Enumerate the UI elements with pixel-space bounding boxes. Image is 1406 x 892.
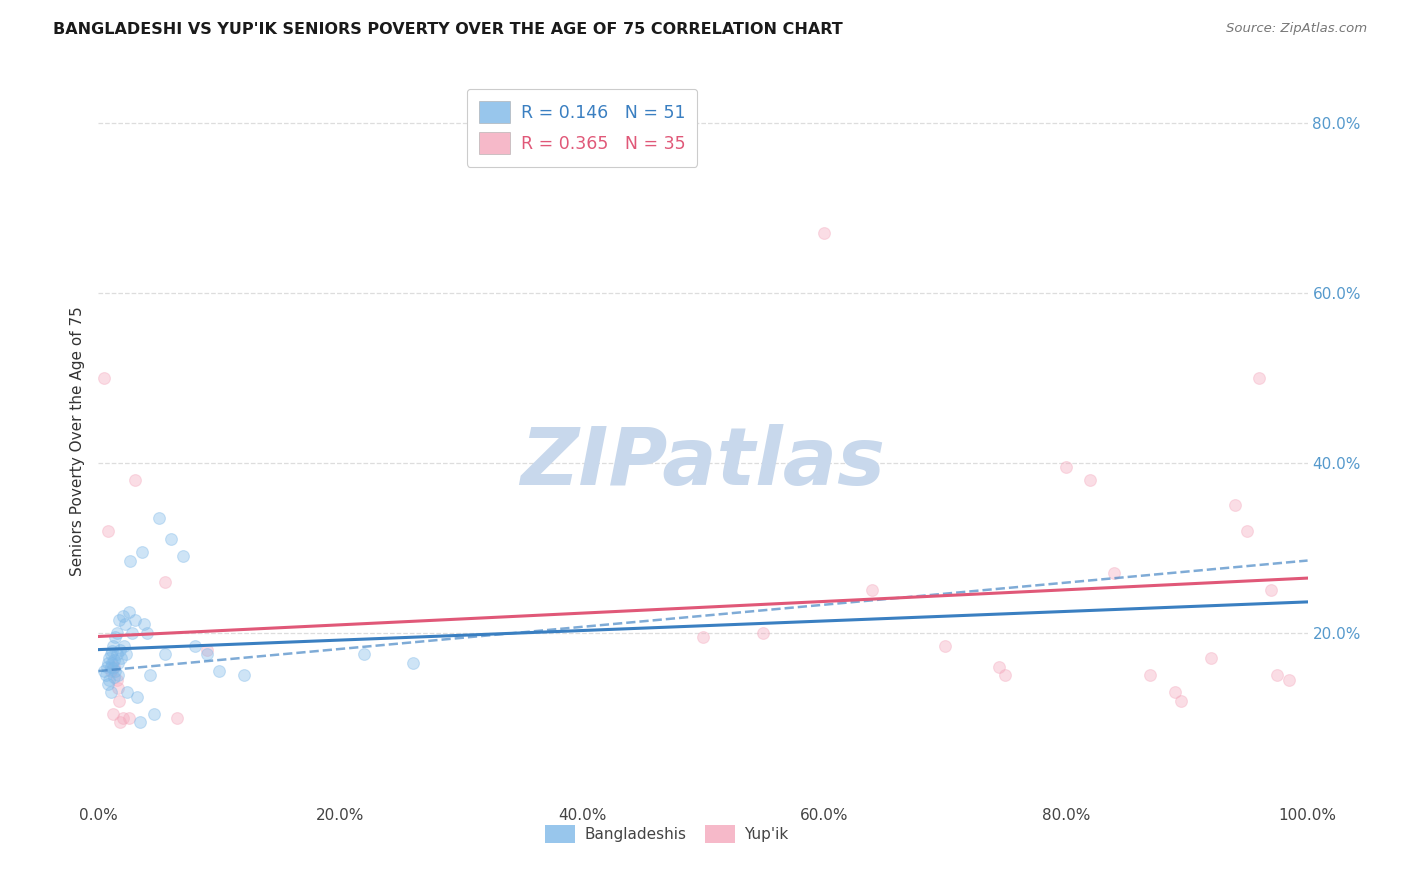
- Point: [1199, 651, 1222, 665]
- Point: [692, 630, 714, 644]
- Text: Source: ZipAtlas.com: Source: ZipAtlas.com: [1226, 22, 1367, 36]
- Point: [994, 668, 1017, 682]
- Point: [1170, 694, 1192, 708]
- Point: [1236, 524, 1258, 538]
- Point: [100, 685, 122, 699]
- Point: [110, 651, 132, 665]
- Point: [104, 664, 127, 678]
- Point: [103, 660, 125, 674]
- Point: [121, 625, 143, 640]
- Point: [184, 639, 207, 653]
- Point: [98, 651, 121, 665]
- Point: [100, 656, 122, 670]
- Point: [1278, 673, 1301, 687]
- Point: [93, 371, 115, 385]
- Point: [111, 608, 134, 623]
- Point: [1163, 685, 1185, 699]
- Point: [135, 625, 157, 640]
- Point: [97, 524, 120, 538]
- Point: [208, 664, 231, 678]
- Point: [105, 673, 128, 687]
- Point: [107, 681, 129, 695]
- Point: [108, 613, 131, 627]
- Point: [118, 605, 141, 619]
- Point: [97, 656, 120, 670]
- Point: [1267, 668, 1289, 682]
- Point: [104, 630, 127, 644]
- Point: [195, 647, 218, 661]
- Text: BANGLADESHI VS YUP'IK SENIORS POVERTY OVER THE AGE OF 75 CORRELATION CHART: BANGLADESHI VS YUP'IK SENIORS POVERTY OV…: [53, 22, 844, 37]
- Point: [101, 706, 124, 721]
- Point: [353, 647, 375, 661]
- Point: [160, 533, 183, 547]
- Point: [166, 711, 188, 725]
- Point: [100, 647, 122, 661]
- Point: [94, 668, 117, 682]
- Point: [1223, 498, 1246, 512]
- Point: [101, 661, 124, 675]
- Point: [1054, 460, 1077, 475]
- Point: [153, 574, 176, 589]
- Point: [103, 653, 125, 667]
- Point: [112, 639, 135, 653]
- Point: [124, 613, 146, 627]
- Point: [172, 549, 194, 564]
- Point: [100, 664, 122, 678]
- Point: [100, 644, 122, 658]
- Point: [988, 660, 1011, 674]
- Point: [402, 656, 425, 670]
- Point: [105, 647, 128, 661]
- Point: [103, 670, 125, 684]
- Point: [115, 647, 138, 661]
- Point: [117, 685, 139, 699]
- Point: [100, 660, 122, 674]
- Y-axis label: Seniors Poverty Over the Age of 75: Seniors Poverty Over the Age of 75: [69, 307, 84, 576]
- Point: [153, 647, 176, 661]
- Point: [860, 583, 883, 598]
- Point: [1102, 566, 1125, 581]
- Point: [107, 656, 129, 670]
- Point: [934, 639, 956, 653]
- Point: [108, 714, 131, 729]
- Point: [114, 617, 136, 632]
- Point: [139, 668, 162, 682]
- Point: [118, 553, 141, 567]
- Point: [107, 668, 129, 682]
- Point: [195, 642, 218, 657]
- Point: [232, 668, 254, 682]
- Text: ZIPatlas: ZIPatlas: [520, 425, 886, 502]
- Point: [98, 673, 121, 687]
- Point: [752, 625, 775, 640]
- Legend: Bangladeshis, Yup'ik: Bangladeshis, Yup'ik: [538, 819, 794, 849]
- Point: [134, 617, 156, 632]
- Point: [111, 711, 134, 725]
- Point: [105, 625, 128, 640]
- Point: [813, 227, 835, 241]
- Point: [93, 664, 115, 678]
- Point: [96, 660, 118, 674]
- Point: [143, 706, 166, 721]
- Point: [127, 690, 149, 704]
- Point: [148, 511, 170, 525]
- Point: [118, 711, 141, 725]
- Point: [1139, 668, 1161, 682]
- Point: [128, 714, 150, 729]
- Point: [1260, 583, 1282, 598]
- Point: [131, 545, 153, 559]
- Point: [108, 694, 131, 708]
- Point: [97, 677, 120, 691]
- Point: [1078, 473, 1101, 487]
- Point: [1249, 371, 1271, 385]
- Point: [108, 642, 131, 657]
- Point: [124, 473, 146, 487]
- Point: [101, 639, 124, 653]
